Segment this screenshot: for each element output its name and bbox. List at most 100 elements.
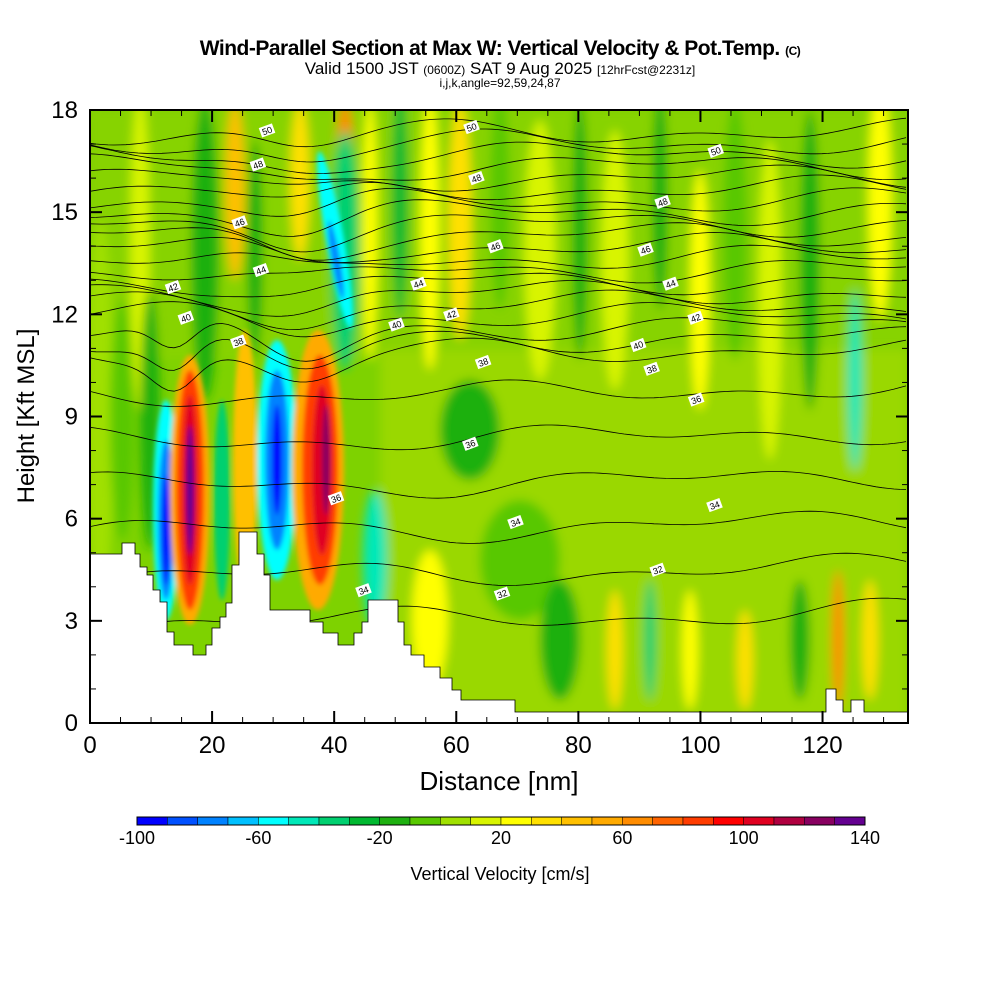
colorbar-swatch: [591, 816, 623, 826]
colorbar-swatch: [652, 816, 684, 826]
theta-contour: [90, 279, 907, 317]
svg-text:40: 40: [632, 339, 645, 352]
colorbar-frame: [136, 816, 866, 826]
contour-label: 34: [507, 514, 524, 530]
chart-subtitle: Valid 1500 JST (0600Z) SAT 9 Aug 2025 [1…: [304, 59, 696, 78]
x-tick-label: 120: [803, 732, 843, 759]
contour-label: 50: [707, 143, 724, 158]
svg-text:48: 48: [656, 196, 669, 209]
theta-contour: [90, 244, 907, 269]
contour-label: 44: [662, 276, 679, 291]
theta-contour: [90, 510, 907, 544]
svg-text:50: 50: [261, 124, 274, 137]
colorbar-swatch: [288, 816, 320, 826]
contour-label: 34: [706, 497, 723, 513]
svg-text:34: 34: [357, 584, 370, 597]
colorbar-swatch: [804, 816, 835, 826]
theta-contour: [90, 272, 907, 298]
svg-text:44: 44: [412, 278, 425, 291]
colorbar-tick-label: 140: [850, 828, 880, 848]
colorbar-swatch: [773, 816, 805, 826]
theta-contour: [90, 187, 907, 217]
colorbar-tick-label: 60: [612, 828, 632, 848]
colorbar-swatch: [197, 816, 229, 826]
theta-contour: [90, 153, 907, 181]
colorbar-swatch: [561, 816, 593, 826]
contour-label: 34: [355, 583, 372, 598]
y-tick-label: 9: [65, 404, 78, 431]
theta-contour: [90, 552, 907, 586]
y-tick-label: 6: [65, 506, 78, 533]
svg-text:44: 44: [255, 264, 268, 277]
theta-contour: [90, 337, 907, 392]
contour-label: 38: [643, 361, 660, 376]
theta-contour: [90, 379, 907, 407]
svg-text:42: 42: [445, 308, 458, 321]
contour-label: 36: [462, 436, 479, 451]
colorbar-swatch: [379, 816, 411, 826]
x-tick-label: 0: [83, 732, 96, 759]
contour-label: 46: [637, 242, 654, 257]
colorbar-swatch: [743, 816, 775, 826]
colorbar-tick-label: -60: [245, 828, 271, 848]
theta-contour: [90, 317, 907, 362]
svg-text:42: 42: [167, 281, 180, 294]
svg-text:44: 44: [664, 278, 677, 291]
colorbar-swatch: [136, 816, 168, 826]
colorbar-swatch: [409, 816, 441, 826]
theta-contour: [90, 214, 907, 253]
svg-text:38: 38: [477, 356, 490, 369]
x-tick-label: 40: [321, 732, 348, 759]
colorbar-swatch: [622, 816, 653, 826]
svg-text:40: 40: [180, 312, 193, 325]
theta-contour: [90, 141, 907, 175]
theta-contour: [90, 128, 907, 163]
svg-text:46: 46: [233, 216, 246, 229]
svg-text:32: 32: [496, 588, 509, 601]
theta-contour: [90, 199, 907, 237]
contour-label: 40: [177, 310, 195, 325]
svg-text:42: 42: [689, 312, 702, 325]
colorbar-label: Vertical Velocity [cm/s]: [410, 864, 589, 884]
y-tick-label: 18: [51, 97, 78, 124]
x-axis-label: Distance [nm]: [420, 766, 579, 796]
colorbar-swatch: [470, 816, 502, 826]
y-tick-label: 0: [65, 710, 78, 737]
contour-label: 36: [687, 392, 705, 407]
contour-labels: 5048464442403850484644424038363634343232…: [164, 119, 724, 601]
contour-label: 38: [474, 354, 492, 370]
svg-text:34: 34: [509, 516, 522, 529]
colorbar-swatch: [531, 816, 562, 826]
contour-label: 48: [249, 157, 267, 172]
contour-label: 44: [410, 276, 427, 291]
colorbar-tick-label: 20: [491, 828, 511, 848]
theta-contour: [90, 424, 907, 451]
colorbar-swatch: [167, 816, 198, 826]
svg-text:36: 36: [690, 394, 703, 407]
colorbar-swatch: [227, 816, 259, 826]
contour-label: 48: [468, 171, 485, 186]
contour-label: 32: [649, 562, 667, 577]
contour-label: 38: [230, 334, 247, 349]
svg-text:38: 38: [232, 336, 245, 349]
svg-text:48: 48: [470, 172, 483, 185]
svg-text:50: 50: [465, 121, 478, 134]
x-tick-label: 80: [565, 732, 592, 759]
colorbar-swatch: [682, 816, 714, 826]
contour-label: 32: [493, 586, 511, 601]
theta-contour: [90, 326, 907, 371]
colorbar: -100 -60 -20 20 60 100 140: [119, 816, 880, 848]
x-tick-label: 100: [680, 732, 720, 759]
theta-contour: [90, 174, 907, 201]
colorbar-tick-label: 100: [729, 828, 759, 848]
contour-label: 46: [487, 239, 504, 254]
y-axis-label: Height [Kft MSL]: [13, 329, 40, 504]
theta-contour: [90, 222, 907, 261]
chart-title: Wind-Parallel Section at Max W: Vertical…: [199, 37, 801, 60]
contour-label: 50: [463, 119, 480, 135]
svg-text:38: 38: [645, 363, 658, 376]
svg-text:46: 46: [489, 240, 502, 253]
